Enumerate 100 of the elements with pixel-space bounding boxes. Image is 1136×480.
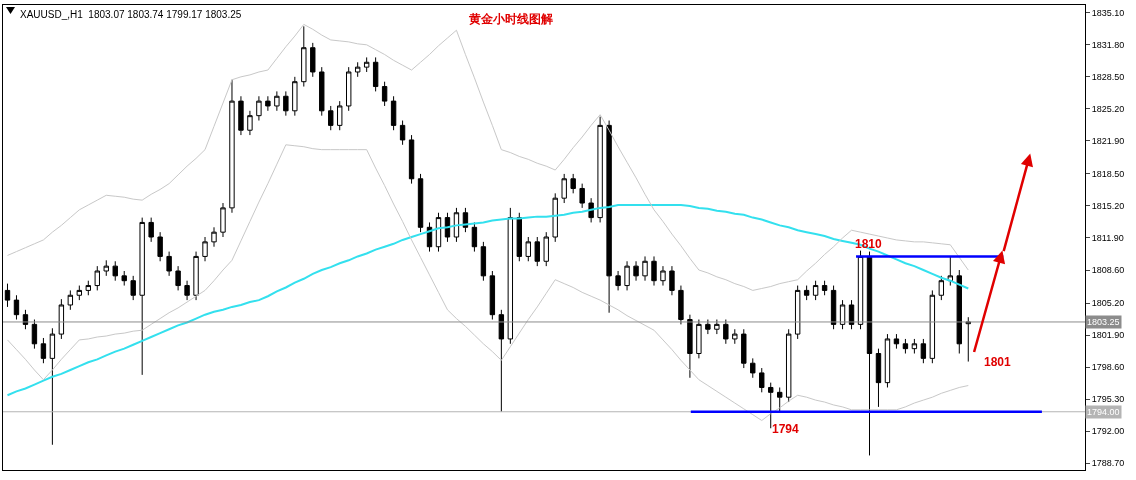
candlestick <box>76 285 83 301</box>
candlestick <box>363 56 370 73</box>
ref-line-label: 1794.00 <box>1087 407 1120 417</box>
candlestick <box>920 338 927 364</box>
candlestick <box>238 95 244 136</box>
candlestick <box>507 207 514 345</box>
candlestick <box>220 202 226 238</box>
candlestick <box>31 319 38 350</box>
candlestick <box>579 183 585 209</box>
candlestick <box>687 314 693 379</box>
candlestick <box>319 66 325 117</box>
candlestick <box>525 236 531 262</box>
candlestick <box>884 333 891 388</box>
y-tick-label: 1831.80 <box>1091 39 1125 50</box>
candlestick <box>705 319 711 335</box>
line-series <box>6 23 969 291</box>
y-tick-label: 1792.00 <box>1091 426 1125 437</box>
candlestick <box>777 386 783 413</box>
candlestick <box>328 105 334 131</box>
candlestick <box>866 251 873 456</box>
y-tick-label: 1828.50 <box>1091 71 1125 82</box>
candlestick <box>58 298 65 340</box>
candlestick <box>103 259 109 277</box>
candlestick <box>390 95 397 131</box>
candlestick <box>157 231 163 262</box>
candlestick <box>265 95 271 112</box>
y-tick-label: 1821.90 <box>1091 136 1125 147</box>
candlestick <box>166 251 172 277</box>
candlestick <box>229 79 235 214</box>
candlestick <box>139 217 145 376</box>
y-tick-label: 1801.90 <box>1091 330 1125 341</box>
candlestick <box>175 265 181 291</box>
candlestick <box>938 275 945 301</box>
candlestick <box>256 95 262 122</box>
line-series <box>6 144 969 421</box>
candlestick <box>453 207 460 243</box>
candlestick <box>956 269 962 355</box>
candlestick <box>821 280 828 296</box>
candlestick <box>794 285 801 340</box>
candlestick <box>130 275 136 301</box>
candlestick <box>310 42 316 78</box>
ref-line-label: 1803.25 <box>1087 317 1120 327</box>
text: 黄金小时线图解 <box>468 11 554 26</box>
candlestick <box>732 328 738 345</box>
candlestick <box>40 337 47 364</box>
y-tick-label: 1798.60 <box>1091 362 1125 373</box>
candlestick <box>121 270 127 287</box>
candlestick <box>651 255 657 287</box>
candlestick <box>741 328 747 369</box>
candlestick <box>902 338 909 355</box>
candlestick <box>498 309 505 413</box>
y-tick-label: 1815.20 <box>1091 201 1125 212</box>
candlestick <box>606 120 612 314</box>
candlestick <box>399 120 406 146</box>
candlestick <box>354 61 361 78</box>
candlestick <box>893 333 900 350</box>
candlestick <box>148 217 154 243</box>
candlestick <box>911 338 918 355</box>
ref-line-label: 1794 <box>772 422 800 436</box>
candlestick <box>67 289 74 311</box>
candlestick <box>211 226 217 248</box>
candlestick <box>202 236 208 262</box>
y-tick-label: 1811.90 <box>1091 233 1124 244</box>
candlestick <box>85 280 91 296</box>
candlestick <box>570 173 576 194</box>
candlestick <box>408 134 415 185</box>
candlestick <box>678 285 684 325</box>
candlestick <box>561 173 567 204</box>
y-tick-label: 1818.50 <box>1091 169 1125 180</box>
candlestick <box>696 319 702 359</box>
text: 1801 <box>984 355 1012 369</box>
candlestick <box>642 255 648 282</box>
candlestick <box>417 173 424 233</box>
candlestick <box>292 76 298 117</box>
candlestick <box>660 265 666 287</box>
candlestick <box>381 81 388 107</box>
candlestick <box>723 319 729 345</box>
candlestick <box>669 265 675 296</box>
y-tick-label: 1795.30 <box>1091 394 1125 405</box>
candlestick <box>480 241 487 282</box>
candlestick <box>247 110 253 136</box>
candlestick <box>184 280 190 301</box>
candlestick <box>633 260 639 282</box>
candlestick <box>4 283 11 308</box>
candlestick <box>49 327 56 446</box>
y-tick-label: 1825.20 <box>1091 104 1125 115</box>
candlestick <box>274 90 280 112</box>
candlestick <box>543 231 549 267</box>
candlestick <box>597 116 603 223</box>
candlestick <box>714 319 720 335</box>
candlestick <box>471 221 478 253</box>
candlestick <box>615 270 621 291</box>
candlestick <box>112 260 118 282</box>
candlestick <box>552 192 558 243</box>
annotation: XAUUSD_,H1 1803.07 1803.74 1799.17 1803.25 <box>20 9 242 20</box>
candlestick <box>193 251 199 301</box>
candlestick <box>94 265 100 291</box>
candlestick <box>624 260 630 291</box>
ref-line-label: 1810 <box>855 237 883 251</box>
candlestick <box>812 280 819 301</box>
